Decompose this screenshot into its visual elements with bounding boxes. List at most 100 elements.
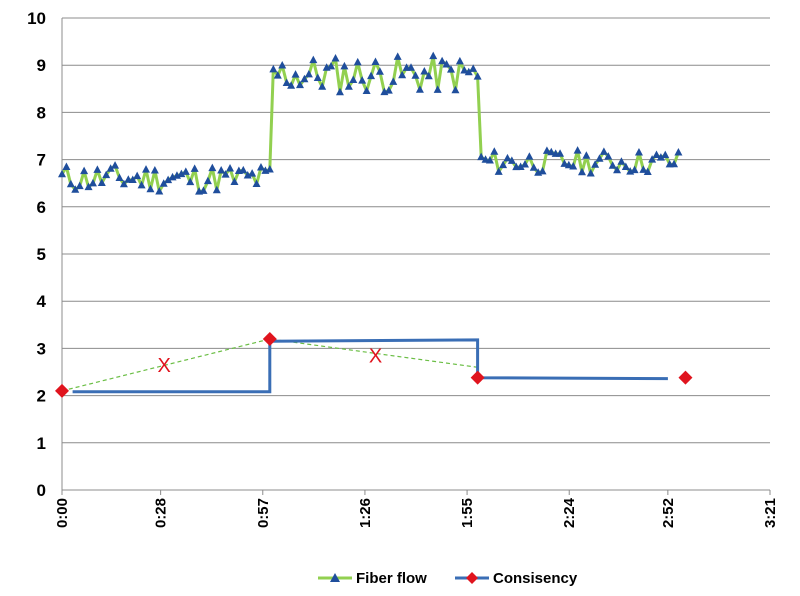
fiber-flow-point xyxy=(362,86,371,95)
x-tick-label-2:52: 2:52 xyxy=(660,498,677,528)
y-tick-label-1: 1 xyxy=(37,434,46,453)
fiber-flow-point xyxy=(599,147,608,155)
fiber-flow-point xyxy=(304,69,313,78)
y-tick-label-7: 7 xyxy=(37,151,46,170)
fiber-flow-point xyxy=(177,169,186,178)
fiber-flow-point xyxy=(367,71,376,80)
fiber-flow-point xyxy=(181,167,190,175)
fiber-flow-point xyxy=(199,186,208,194)
fiber-flow-point xyxy=(106,164,115,172)
fiber-flow-point xyxy=(212,185,221,194)
fiber-flow-point xyxy=(648,155,657,163)
legend-fiber-flow-label: Fiber flow xyxy=(356,570,427,587)
fiber-flow-point xyxy=(349,75,358,84)
fiber-flow-point xyxy=(71,185,80,193)
fiber-flow-point xyxy=(670,159,679,168)
fiber-flow-point xyxy=(327,61,336,70)
fiber-flow-point xyxy=(137,180,146,189)
fiber-flow-point xyxy=(507,156,516,164)
fiber-flow-point xyxy=(485,156,494,164)
x-tick-label-0:57: 0:57 xyxy=(255,498,272,528)
x-tick-label-2:24: 2:24 xyxy=(561,497,578,528)
fiber-flow-point xyxy=(582,151,591,159)
fiber-flow-point xyxy=(248,169,257,177)
fiber-flow-point xyxy=(473,72,482,80)
legend-item-fiber-flow: Fiber flow xyxy=(318,570,427,587)
fiber-flow-point xyxy=(393,52,402,60)
fiber-flow-point xyxy=(604,152,613,160)
fiber-flow-point xyxy=(595,154,604,162)
y-tick-label-9: 9 xyxy=(37,56,46,75)
fiber-flow-point xyxy=(291,70,300,78)
fiber-flow-point xyxy=(451,85,460,94)
fiber-flow-point xyxy=(621,162,630,170)
y-tick-label-0: 0 xyxy=(37,481,46,500)
fiber-flow-point xyxy=(547,147,556,156)
fiber-flow-point xyxy=(252,179,261,188)
fiber-flow-point xyxy=(389,77,398,85)
fiber-flow-point xyxy=(278,60,287,69)
fiber-flow-point xyxy=(613,165,622,174)
fiber-flow-point xyxy=(128,175,137,184)
consistency-point xyxy=(262,331,277,346)
fiber-flow-point xyxy=(273,71,282,79)
fiber-flow-point xyxy=(309,55,318,64)
x-axis-tick-labels: 0:00 0:28 0:57 1:26 1:55 2:24 2:52 3:21 xyxy=(54,497,779,528)
consistency-point xyxy=(678,370,693,385)
y-tick-label-5: 5 xyxy=(37,245,46,264)
y-tick-label-3: 3 xyxy=(37,339,46,358)
x-tick-label-3:21: 3:21 xyxy=(762,498,779,528)
fiber-flow-point xyxy=(256,163,265,171)
fiber-flow-point xyxy=(340,61,349,70)
fiber-flow-point xyxy=(358,76,367,84)
fiber-flow-point xyxy=(133,171,142,180)
fiber-flow-point xyxy=(75,181,84,190)
fiber-flow-point xyxy=(93,165,102,173)
fiber-flow-point xyxy=(150,166,159,174)
fiber-flow-point xyxy=(97,178,106,187)
fiber-flow-point xyxy=(490,147,499,155)
fiber-flow-point xyxy=(503,153,512,162)
fiber-flow-point xyxy=(287,81,296,89)
fiber-flow-point xyxy=(438,56,447,65)
legend-fiber-flow-marker xyxy=(330,573,340,582)
fiber-flow-point xyxy=(159,179,168,187)
fiber-flow-point xyxy=(424,71,433,80)
fiber-flow-point xyxy=(617,157,626,165)
y-tick-label-2: 2 xyxy=(37,387,46,406)
consistency-point xyxy=(55,383,69,398)
fiber-flow-point xyxy=(88,178,97,187)
fiber-flow-point xyxy=(656,153,665,161)
fiber-flow-point xyxy=(269,64,278,73)
fiber-flow-point xyxy=(398,70,407,79)
fiber-flow-point xyxy=(639,165,648,173)
y-tick-label-8: 8 xyxy=(37,103,46,122)
consistency-markers xyxy=(55,331,693,398)
fiber-flow-point xyxy=(384,86,393,94)
fiber-flow-point xyxy=(203,176,212,185)
fiber-flow-point xyxy=(375,67,384,75)
fiber-flow-point xyxy=(477,152,486,161)
fiber-flow-point xyxy=(538,166,547,175)
fiber-flow-series xyxy=(58,51,683,195)
fiber-flow-point xyxy=(344,82,353,90)
legend-consistency-marker xyxy=(466,572,478,584)
fiber-flow-point xyxy=(217,166,226,174)
fiber-flow-point xyxy=(460,65,469,74)
fiber-flow-point xyxy=(573,146,582,154)
fiber-flow-point xyxy=(295,80,304,89)
y-tick-label-6: 6 xyxy=(37,198,46,217)
fiber-flow-point xyxy=(494,167,503,175)
legend-item-consistency: Consisency xyxy=(455,570,578,587)
fiber-flow-point xyxy=(469,64,478,72)
fiber-flow-point xyxy=(674,148,683,156)
consistency-step-path xyxy=(72,338,668,394)
fiber-flow-point xyxy=(371,57,380,65)
fiber-flow-point xyxy=(313,73,322,82)
x-tick-label-1:55: 1:55 xyxy=(459,498,476,528)
x-tick-label-1:26: 1:26 xyxy=(357,498,374,528)
fiber-flow-point xyxy=(415,85,424,93)
fiber-flow-point xyxy=(634,147,643,156)
fiber-flow-point xyxy=(499,160,508,169)
